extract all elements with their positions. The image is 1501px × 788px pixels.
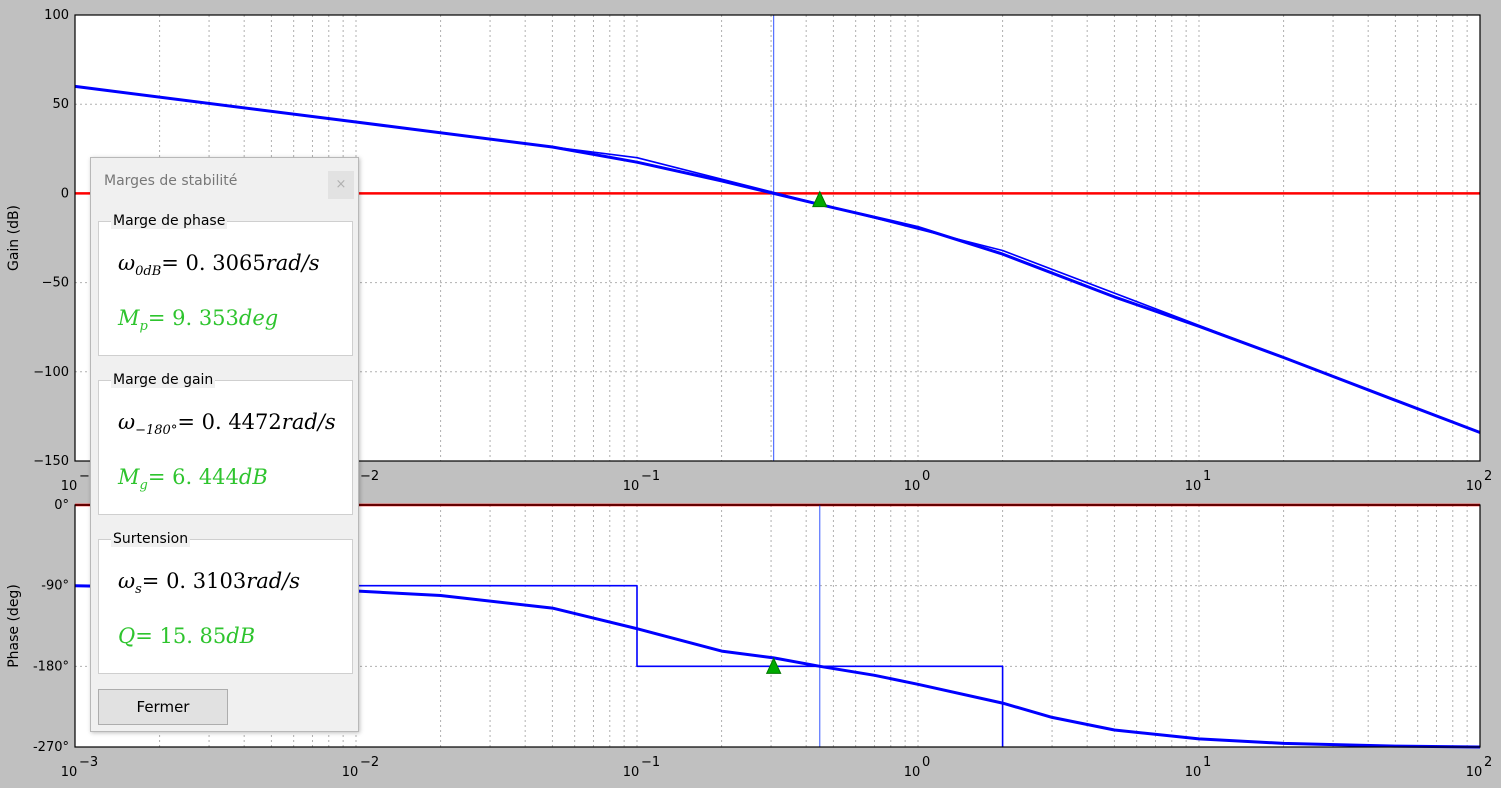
gain-margin-title: Marge de gain	[111, 372, 215, 388]
x-tick-label: 10	[1185, 765, 1202, 780]
phase-margin-group: Marge de phase ω0dB= 0. 3065rad/s Mp= 9.…	[98, 221, 353, 356]
x-tick-label: 10	[904, 765, 921, 780]
y-axis-label: Phase (deg)	[6, 584, 22, 668]
x-tick-exponent: −1	[641, 469, 660, 484]
phase-crossover-frequency: ω0dB= 0. 3065rad/s	[118, 251, 320, 279]
stability-margins-dialog: Marges de stabilité × Marge de phase ω0d…	[90, 157, 359, 732]
y-tick-label: 100	[44, 8, 69, 23]
x-tick-exponent: −3	[79, 755, 98, 770]
close-icon[interactable]: ×	[328, 171, 354, 199]
x-tick-label: 10	[61, 479, 78, 494]
y-tick-label: -270°	[33, 740, 69, 755]
x-tick-exponent: −1	[641, 755, 660, 770]
x-tick-label: 10	[623, 765, 640, 780]
y-tick-label: 50	[52, 97, 69, 112]
x-tick-exponent: 1	[1203, 469, 1211, 484]
y-tick-label: −50	[42, 276, 69, 291]
dialog-title: Marges de stabilité	[104, 173, 237, 189]
y-tick-label: -90°	[41, 579, 69, 594]
y-axis-label: Gain (dB)	[6, 205, 22, 271]
resonance-frequency: ωs= 0. 3103rad/s	[118, 569, 300, 597]
overshoot-title: Surtension	[111, 531, 190, 547]
gain-margin-value: Mg= 6. 444dB	[118, 465, 268, 493]
phase-margin-value: Mp= 9. 353deg	[118, 306, 278, 334]
x-tick-label: 10	[904, 479, 921, 494]
x-tick-label: 10	[1466, 479, 1483, 494]
y-tick-label: −150	[33, 454, 69, 469]
x-tick-exponent: 2	[1484, 755, 1492, 770]
x-tick-label: 10	[61, 765, 78, 780]
gain-crossover-frequency: ω−180°= 0. 4472rad/s	[118, 410, 336, 438]
x-tick-label: 10	[1466, 765, 1483, 780]
x-tick-exponent: 1	[1203, 755, 1211, 770]
x-tick-exponent: −2	[360, 755, 379, 770]
y-tick-label: 0	[61, 186, 69, 201]
x-tick-label: 10	[623, 479, 640, 494]
y-tick-label: −100	[33, 365, 69, 380]
y-tick-label: -180°	[33, 659, 69, 674]
x-tick-exponent: −2	[360, 469, 379, 484]
close-button[interactable]: Fermer	[98, 689, 228, 725]
gain-margin-group: Marge de gain ω−180°= 0. 4472rad/s Mg= 6…	[98, 380, 353, 515]
overshoot-value: Q= 15. 85dB	[118, 624, 255, 648]
x-tick-exponent: 0	[922, 469, 930, 484]
y-tick-label: 0°	[54, 498, 69, 513]
x-tick-label: 10	[342, 765, 359, 780]
phase-margin-title: Marge de phase	[111, 213, 227, 229]
x-tick-exponent: 0	[922, 755, 930, 770]
overshoot-group: Surtension ωs= 0. 3103rad/s Q= 15. 85dB	[98, 539, 353, 674]
x-tick-exponent: 2	[1484, 469, 1492, 484]
x-tick-label: 10	[1185, 479, 1202, 494]
